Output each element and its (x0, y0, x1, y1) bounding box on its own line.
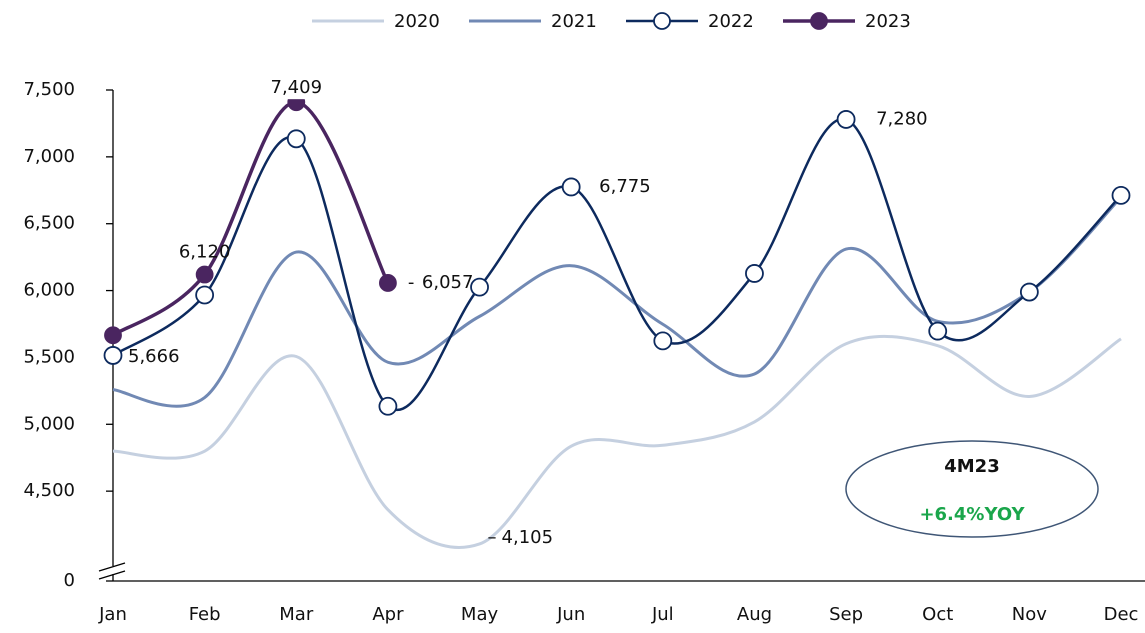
y-tick-label: 6,000 (23, 280, 75, 301)
label-bg (267, 76, 326, 100)
marker (928, 321, 948, 341)
marker (378, 396, 398, 416)
y-tick-label: 7,000 (23, 146, 75, 167)
marker (470, 277, 489, 297)
data-label: 5,666 (128, 346, 180, 367)
annotation: 4M23 +6.4%YOY (845, 440, 1099, 538)
x-tick-label: Aug (737, 604, 772, 625)
annotation-ellipse (845, 440, 1099, 538)
data-label: 4,105 (502, 527, 554, 548)
marker (104, 326, 122, 345)
annotation-title: 4M23 (944, 456, 1000, 477)
series-line (112, 196, 1123, 408)
marker (286, 129, 306, 149)
annotation-text: +6.4%YOY (919, 504, 1025, 525)
x-tick-label: Dec (1104, 604, 1139, 625)
axis-break (98, 562, 126, 572)
y-tick-label: 7,500 (23, 79, 75, 100)
legend-marker (810, 12, 828, 30)
y-tick-label: 5,500 (23, 346, 75, 367)
marker (1111, 185, 1131, 205)
y-tick-label: 0 (64, 570, 75, 591)
x-tick-label: Apr (372, 604, 404, 625)
x-tick-label: Jun (556, 604, 585, 625)
series-line (112, 117, 1122, 411)
marker (1019, 282, 1039, 302)
marker (745, 264, 764, 283)
x-tick-label: Jul (651, 604, 674, 625)
marker (836, 110, 856, 129)
x-tick-label: Oct (922, 604, 953, 625)
data-label: 7,280 (876, 108, 928, 129)
data-label: 7,409 (271, 77, 323, 98)
x-tick-label: Mar (279, 604, 314, 625)
data-label: 6,120 (179, 242, 231, 263)
axis-break (98, 570, 126, 580)
y-tick-label: 6,500 (23, 213, 75, 234)
leader: – (488, 527, 497, 548)
marker (379, 274, 397, 292)
x-tick-label: Nov (1012, 604, 1047, 625)
series-line (112, 334, 1122, 549)
legend-marker (653, 12, 671, 30)
x-tick-label: Sep (829, 604, 863, 625)
legend-label: 2020 (394, 11, 440, 32)
x-tick-label: May (461, 604, 499, 625)
marker (195, 265, 214, 284)
series-line (112, 100, 390, 337)
leader: - (408, 272, 415, 293)
legend-label: 2023 (865, 11, 911, 32)
marker (653, 331, 673, 351)
marker (195, 285, 215, 305)
x-tick-label: Feb (189, 604, 221, 625)
y-tick-label: 5,000 (23, 413, 75, 434)
y-tick-label: 4,500 (23, 480, 75, 501)
legend-label: 2021 (551, 11, 597, 32)
legend-label: 2022 (708, 11, 754, 32)
data-label: 6,775 (599, 176, 651, 197)
marker (103, 346, 123, 365)
data-label: 6,057 (422, 272, 474, 293)
marker (561, 177, 581, 197)
x-tick-label: Jan (98, 604, 127, 625)
